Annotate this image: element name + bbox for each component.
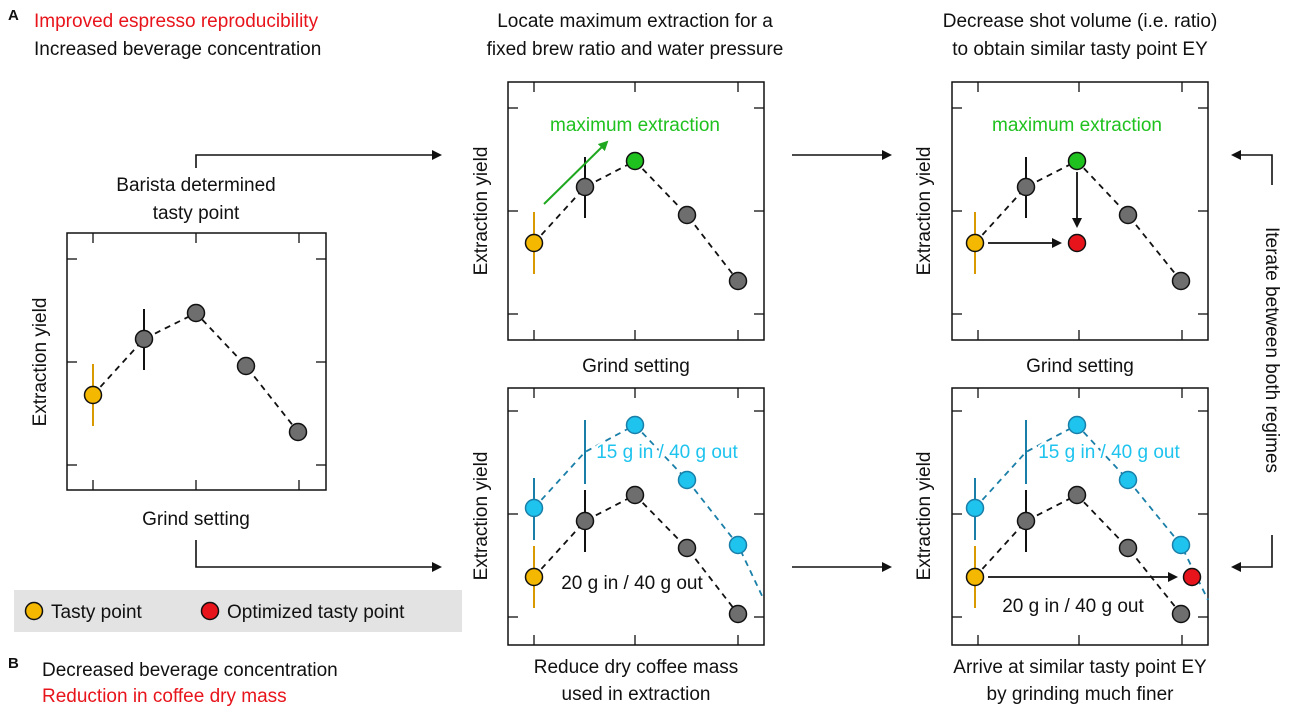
data-point — [288, 422, 308, 442]
x-axis-label: Grind setting — [1026, 356, 1134, 377]
max-extraction-label: maximum extraction — [550, 115, 720, 136]
step2-line1: Decrease shot volume (i.e. ratio) — [943, 11, 1218, 32]
ratio-15-label: 15 g in / 40 g out — [1038, 442, 1180, 463]
data-point — [1118, 538, 1138, 558]
step1-line1: Locate maximum extraction for a — [497, 11, 773, 32]
max-extraction-point — [1067, 151, 1087, 171]
a-line1: Improved espresso reproducibility — [34, 11, 319, 32]
barista-line1: Barista determined — [116, 175, 275, 196]
data-point — [728, 271, 748, 291]
x-axis-label: Grind setting — [582, 356, 690, 377]
y-axis-label: Extraction yield — [914, 452, 935, 581]
y-axis-label: Extraction yield — [471, 452, 492, 581]
y-axis-label: Extraction yield — [914, 147, 935, 276]
legend-tasty-label: Tasty point — [51, 602, 143, 623]
cyan-point — [728, 535, 748, 555]
cyan-point — [1171, 535, 1191, 555]
iterate-label: Iterate between both regimes — [1261, 227, 1282, 473]
data-point — [677, 538, 697, 558]
reduce-line1: Reduce dry coffee mass — [534, 657, 739, 678]
data-point — [1016, 511, 1036, 531]
cyan-point — [1067, 415, 1087, 435]
ratio-15-label: 15 g in / 40 g out — [596, 442, 738, 463]
max-extraction-label: maximum extraction — [992, 115, 1162, 136]
data-point — [186, 303, 206, 323]
optimized-point — [1067, 233, 1087, 253]
tasty-point — [524, 233, 544, 253]
legend: Tasty point Optimized tasty point — [14, 590, 462, 632]
data-point — [1171, 604, 1191, 624]
data-point — [625, 485, 645, 505]
plot-barista: Extraction yield Grind setting — [30, 232, 327, 530]
data-point — [677, 205, 697, 225]
plot-grind-finer: 15 g in / 40 g out 20 g in / 40 g out Ex… — [914, 387, 1209, 646]
panel-label-a: A — [8, 7, 19, 24]
cyan-point — [965, 498, 985, 518]
panel-label-b: B — [8, 655, 19, 672]
tasty-point — [965, 567, 985, 587]
legend-tasty-marker — [24, 601, 44, 621]
optimized-point — [1182, 567, 1202, 587]
cyan-point — [524, 498, 544, 518]
max-extraction-point — [625, 151, 645, 171]
b-line1: Decreased beverage concentration — [42, 660, 338, 681]
data-point — [575, 177, 595, 197]
cyan-point — [1118, 470, 1138, 490]
plot-reduce-mass: 15 g in / 40 g out 20 g in / 40 g out Ex… — [471, 387, 765, 646]
y-axis-label: Extraction yield — [30, 298, 51, 427]
cyan-point — [677, 470, 697, 490]
ratio-20-label: 20 g in / 40 g out — [561, 573, 703, 594]
data-point — [1067, 485, 1087, 505]
legend-optimized-marker — [200, 601, 220, 621]
a-line2: Increased beverage concentration — [34, 39, 321, 60]
data-point — [575, 511, 595, 531]
plot-decrease-volume: maximum extraction Extraction yield Grin… — [914, 81, 1209, 377]
data-point — [1016, 177, 1036, 197]
arrive-line2: by grinding much finer — [987, 684, 1175, 705]
step2-line2: to obtain similar tasty point EY — [952, 39, 1208, 60]
tasty-point — [83, 385, 103, 405]
flow-arrows — [195, 150, 1273, 572]
ratio-20-label: 20 g in / 40 g out — [1002, 596, 1144, 617]
barista-line2: tasty point — [153, 203, 240, 224]
b-line2: Reduction in coffee dry mass — [42, 686, 287, 707]
arrive-line1: Arrive at similar tasty point EY — [953, 657, 1207, 678]
data-point — [1171, 271, 1191, 291]
tasty-point — [965, 233, 985, 253]
data-point — [728, 604, 748, 624]
legend-optimized-label: Optimized tasty point — [227, 602, 405, 623]
tasty-point — [524, 567, 544, 587]
x-axis-label: Grind setting — [142, 509, 250, 530]
cyan-point — [625, 415, 645, 435]
reduce-line2: used in extraction — [562, 684, 711, 705]
data-point — [134, 329, 154, 349]
data-point — [1118, 205, 1138, 225]
plot-locate-max: maximum extraction Extraction yield Grin… — [471, 81, 765, 377]
step1-line2: fixed brew ratio and water pressure — [487, 39, 784, 60]
data-point — [236, 356, 256, 376]
y-axis-label: Extraction yield — [471, 147, 492, 276]
